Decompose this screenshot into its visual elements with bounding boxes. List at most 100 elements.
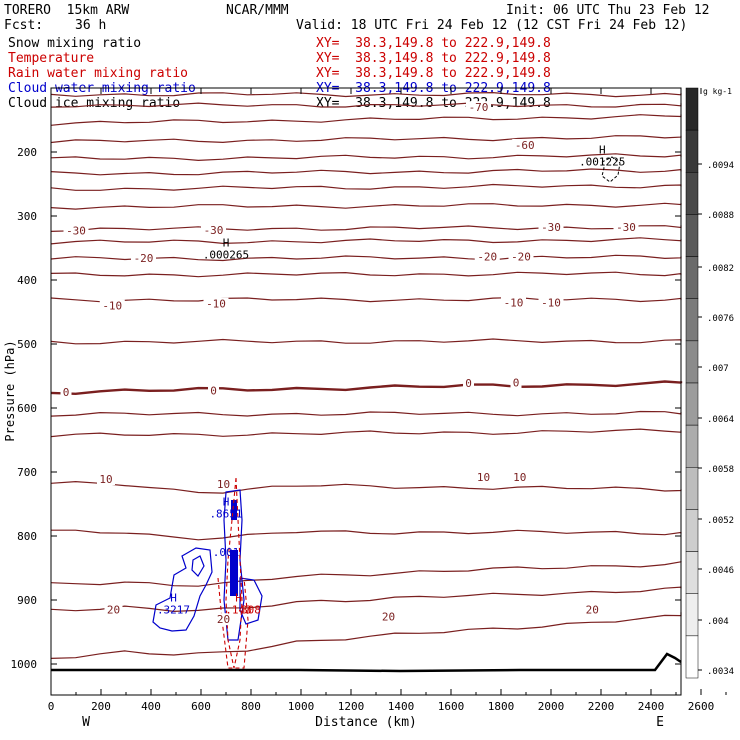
center-name: NCAR/MMM	[226, 3, 289, 18]
cloud-water-contour-east	[239, 577, 263, 625]
colorbar-swatch	[685, 509, 699, 552]
colorbar-level-label: .0058	[707, 465, 734, 475]
colorbar-swatch	[685, 467, 699, 510]
colorbar-swatch	[685, 256, 699, 299]
extrema-marker: H	[170, 592, 177, 605]
plot-frame	[50, 87, 682, 696]
isotherm--70	[50, 91, 682, 98]
x-tick-label: 2600	[688, 700, 715, 713]
isotherm-label: -60	[515, 139, 535, 152]
axes: 0 200 400 600 800 1000 1200 1400 1600 1800 2000 220…	[11, 88, 727, 713]
isotherm-label: 10	[99, 473, 112, 486]
isotherm-label: 20	[382, 611, 395, 624]
colorbar-swatch	[685, 298, 699, 342]
isotherm-0	[50, 380, 683, 396]
isotherm-lines	[50, 91, 683, 659]
terrain-surface	[51, 652, 682, 673]
isotherm-15	[50, 480, 682, 494]
isotherm-label: -30	[66, 225, 86, 238]
isotherm--55	[50, 135, 682, 144]
x-tick-label: 2200	[588, 700, 615, 713]
y-tick-label: 200	[17, 146, 37, 159]
x-tick-label: 1200	[338, 700, 365, 713]
cloud-water-contour-inner	[191, 555, 205, 577]
extrema-value: .8651	[209, 508, 242, 521]
x-tick-label: 1600	[438, 700, 465, 713]
isotherm-label-bg	[60, 386, 72, 398]
isotherm-label: 10	[477, 471, 490, 484]
x-tick-label: 2400	[638, 700, 665, 713]
isotherm-label: -70	[469, 101, 489, 114]
extrema-marker: H	[223, 496, 230, 509]
y-tick-label: 300	[17, 210, 37, 223]
y-tick-label: 500	[17, 338, 37, 351]
x-axis-title: Distance (km)	[315, 715, 417, 730]
colorbar-level-label: .007	[707, 364, 729, 374]
colorbar-swatch	[685, 87, 699, 131]
isotherm-30	[50, 586, 682, 613]
colorbar-swatch	[685, 129, 699, 173]
fcst-value: 36 h	[75, 18, 107, 33]
isotherm--25	[50, 237, 682, 245]
colorbar-level-label: .0076	[707, 314, 734, 324]
isotherm-label-bg	[208, 384, 219, 397]
extrema-value: .143	[225, 604, 252, 617]
isotherm-label: 0	[465, 377, 472, 390]
isotherm-label: 0	[513, 376, 520, 389]
isotherm-label: 20	[586, 604, 599, 617]
y-tick-label: 700	[17, 466, 37, 479]
isotherm-label-bg	[613, 220, 639, 233]
isotherm--50	[50, 153, 682, 162]
isotherm-label-bg	[131, 252, 156, 265]
field-xy-snow: XY= 38.3,149.8 to 222.9,149.8	[316, 36, 551, 51]
isotherm-label-bg	[474, 471, 493, 484]
isotherm-label-bg	[214, 478, 233, 491]
isotherm-label-bg	[501, 296, 526, 309]
colorbar-swatch	[685, 593, 699, 637]
colorbar-level-label: .0034	[707, 667, 734, 677]
colorbar-units: g kg-1	[703, 87, 732, 96]
cloud-water-contour	[152, 547, 213, 632]
colorbar-swatch	[685, 214, 699, 257]
colorbar-level-label: .0088	[707, 211, 734, 221]
extrema-marker: H	[599, 144, 606, 157]
y-tick-label: 1000	[11, 658, 38, 671]
isotherm-label: -10	[206, 298, 226, 311]
isotherm-label: -30	[541, 221, 561, 234]
colorbar-level-label: .0052	[707, 516, 734, 526]
isotherm--30	[50, 225, 682, 232]
isotherm-label: -20	[477, 250, 497, 263]
fcst-label: Fcst:	[4, 18, 44, 33]
colorbar-level-label: .0046	[707, 566, 734, 576]
y-tick-label: 400	[17, 274, 37, 287]
isotherm-label: 20	[217, 613, 230, 626]
isotherm-label-bg	[510, 376, 522, 389]
isotherm-label: -10	[504, 296, 524, 309]
isotherm-label: 0	[210, 385, 217, 398]
y-tick-label: 600	[17, 402, 37, 415]
isotherm-label-bg	[99, 299, 125, 312]
isotherm-label: -20	[511, 250, 531, 263]
isotherm-label: -30	[204, 224, 224, 237]
isotherm-label-bg	[203, 297, 229, 310]
extrema-value: .001225	[579, 156, 625, 169]
y-axis-title: Pressure (hPa)	[3, 340, 17, 441]
isotherm-label-bg	[474, 250, 500, 263]
isotherm--5	[50, 338, 682, 345]
x-tick-label: 0	[48, 700, 55, 713]
isotherm-labels: -70 -60 -30 -30 -30 -30 -20 -20 -20 -10 -10 -10 -10 0…	[60, 101, 639, 626]
x-tick-label: 400	[141, 700, 161, 713]
isotherm-35	[50, 612, 682, 659]
extrema-marker: H	[223, 236, 230, 249]
colorbar-level-label: .0064	[707, 415, 734, 425]
y-tick-label: 900	[17, 594, 37, 607]
x-tick-label: 200	[91, 700, 111, 713]
model-name: TORERO 15km ARW	[4, 3, 130, 18]
extrema-value: .000265	[203, 248, 249, 261]
colorbar-swatch	[685, 424, 699, 468]
valid-time: Valid: 18 UTC Fri 24 Feb 12 (12 CST Fri …	[296, 18, 688, 33]
extrema-value: .3217	[157, 604, 190, 617]
hydrometeor-contours	[152, 156, 621, 669]
isotherm--60	[50, 114, 682, 126]
x-tick-label: 800	[241, 700, 261, 713]
